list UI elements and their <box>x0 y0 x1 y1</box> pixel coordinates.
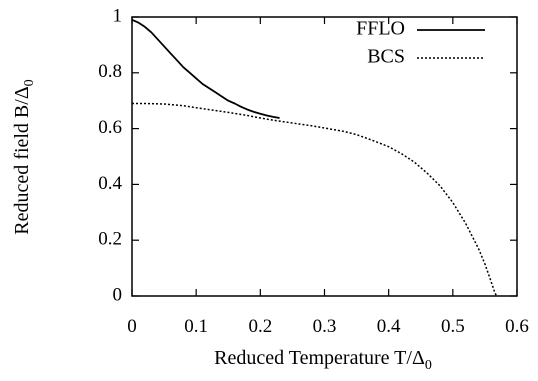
y-tick-label: 0.8 <box>98 61 122 82</box>
y-tick-label: 0.2 <box>98 229 122 250</box>
x-tick-label: 0.3 <box>313 316 337 337</box>
x-tick-label: 0.6 <box>505 316 529 337</box>
legend: FFLO BCS <box>356 18 485 68</box>
legend-label-fflo: FFLO <box>356 18 405 40</box>
x-axis-label-subscript: 0 <box>425 358 432 373</box>
plot-frame <box>131 16 518 297</box>
series-line-bcs <box>132 102 498 297</box>
y-axis-label: Reduced field B/Δ0 <box>11 79 37 234</box>
y-tick-label: 0.6 <box>98 117 122 138</box>
y-tick-label: 0 <box>113 284 123 305</box>
x-axis-label: Reduced Temperature T/Δ0 <box>214 347 432 373</box>
series-group <box>131 18 498 297</box>
y-axis-label-subscript: 0 <box>22 79 37 86</box>
x-tick-label: 0.1 <box>184 316 208 337</box>
y-tick-label: 0.4 <box>98 173 122 194</box>
series-line-fflo <box>131 18 280 119</box>
x-tick-label: 0.2 <box>248 316 272 337</box>
y-tick-label: 1 <box>113 5 123 26</box>
x-tick-label: 0.5 <box>441 316 465 337</box>
tick-group: 0 0.1 0.2 0.3 0.4 0.5 0.6 0 0.2 0.4 0.6 0.8 1 <box>98 5 529 337</box>
x-tick-label: 0 <box>127 316 137 337</box>
x-tick-label: 0.4 <box>377 316 401 337</box>
legend-label-bcs: BCS <box>367 46 405 68</box>
